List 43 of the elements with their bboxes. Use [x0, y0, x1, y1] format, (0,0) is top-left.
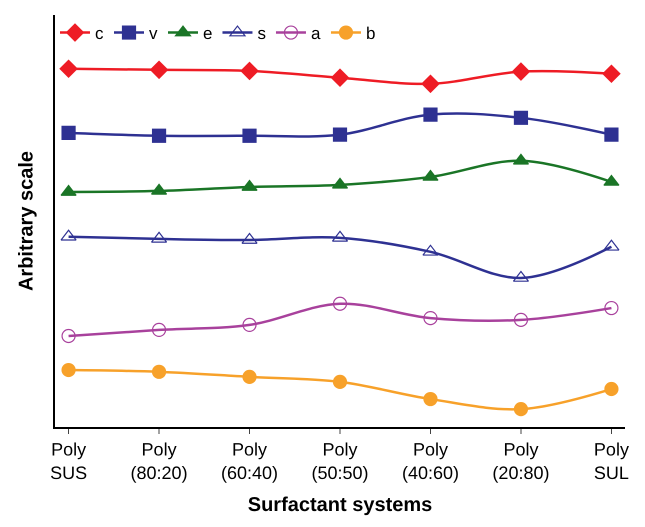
x-tick-label: Poly (50:50) [311, 439, 369, 483]
point [602, 64, 620, 83]
point [421, 74, 440, 93]
point [152, 364, 166, 379]
x-axis-title: Surfactant systems [248, 494, 432, 516]
point [152, 128, 166, 143]
x-tick-label: Poly (40:60) [402, 439, 460, 483]
point [61, 328, 76, 344]
point [514, 110, 528, 125]
point [242, 128, 257, 143]
x-tick-label: Poly (20:80) [492, 439, 550, 483]
legend-label: v [149, 24, 158, 44]
point [512, 62, 530, 81]
point [423, 310, 438, 326]
x-tick-label: Poly SUL [594, 439, 629, 483]
point [61, 362, 76, 378]
point [332, 296, 348, 311]
point [152, 322, 166, 338]
point [60, 60, 78, 78]
point [242, 370, 257, 384]
point [423, 392, 438, 406]
point [604, 382, 619, 396]
legend-label: s [257, 24, 266, 44]
legend-label: e [203, 24, 212, 44]
point [150, 60, 168, 79]
point [240, 62, 259, 80]
point [514, 312, 528, 327]
point [332, 128, 348, 142]
point [61, 126, 76, 140]
point [332, 374, 348, 389]
y-axis-title: Arbitrary scale [15, 150, 38, 292]
point [514, 402, 528, 416]
x-tick-label: Poly (60:40) [220, 439, 278, 483]
point [604, 128, 619, 142]
point [604, 300, 619, 316]
point [242, 318, 257, 332]
point [330, 68, 350, 87]
legend-label: b [366, 24, 376, 44]
x-tick-label: Poly SUS [50, 439, 88, 483]
x-tick-label: Poly (80:20) [130, 439, 188, 483]
point [423, 108, 438, 122]
legend-label: c [95, 24, 104, 44]
legend-label: a [310, 24, 321, 44]
